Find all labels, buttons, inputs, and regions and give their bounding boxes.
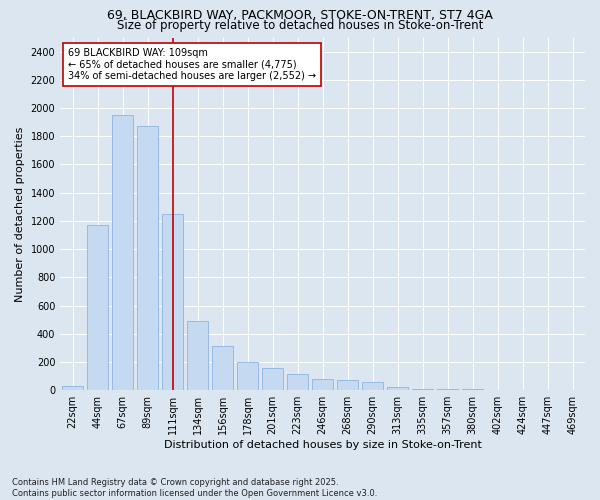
Text: 69 BLACKBIRD WAY: 109sqm
← 65% of detached houses are smaller (4,775)
34% of sem: 69 BLACKBIRD WAY: 109sqm ← 65% of detach… (68, 48, 316, 82)
Bar (112, 115, 133, 390)
Bar (262, 368, 283, 390)
Y-axis label: Number of detached properties: Number of detached properties (15, 126, 25, 302)
Bar (387, 388, 408, 390)
Bar (287, 374, 308, 390)
Bar (87, 225, 108, 390)
Bar (187, 321, 208, 390)
Bar (362, 382, 383, 390)
Bar (137, 126, 158, 390)
Bar (437, 389, 458, 390)
Bar (337, 380, 358, 390)
Text: 69, BLACKBIRD WAY, PACKMOOR, STOKE-ON-TRENT, ST7 4GA: 69, BLACKBIRD WAY, PACKMOOR, STOKE-ON-TR… (107, 9, 493, 22)
Bar (162, 214, 183, 390)
Text: Size of property relative to detached houses in Stoke-on-Trent: Size of property relative to detached ho… (117, 18, 483, 32)
Bar (212, 346, 233, 390)
Bar (62, 386, 83, 390)
Text: Contains HM Land Registry data © Crown copyright and database right 2025.
Contai: Contains HM Land Registry data © Crown c… (12, 478, 377, 498)
X-axis label: Distribution of detached houses by size in Stoke-on-Trent: Distribution of detached houses by size … (164, 440, 482, 450)
Bar (312, 379, 333, 390)
Bar (412, 388, 433, 390)
Bar (237, 362, 258, 390)
